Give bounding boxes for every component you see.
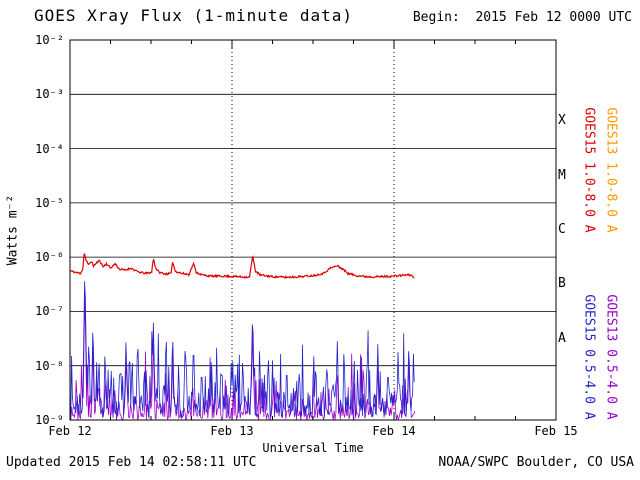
- trace-goes15-0-5-4-0-a: [69, 281, 415, 419]
- begin-timestamp: Begin: 2015 Feb 12 0000 UTC: [412, 10, 632, 25]
- x-axis-title: Universal Time: [262, 441, 364, 455]
- chart-title: GOES Xray Flux (1-minute data): [34, 6, 353, 25]
- y-tick-1e-4: 10⁻⁴: [35, 142, 64, 156]
- flare-class-x-label: X: [558, 113, 566, 128]
- x-tick-feb15: Feb 15: [534, 424, 578, 438]
- legend-goes15-long: GOES15 1.0-8.0 A: [581, 107, 597, 233]
- y-tick-1e-7: 10⁻⁷: [35, 304, 64, 318]
- x-tick-feb14: Feb 14: [372, 424, 416, 438]
- legend-goes13-long: GOES13 1.0-8.0 A: [603, 107, 619, 233]
- credit-text: NOAA/SWPC Boulder, CO USA: [438, 455, 634, 470]
- y-tick-1e-5: 10⁻⁵: [35, 196, 64, 210]
- y-tick-1e-3: 10⁻³: [35, 87, 64, 101]
- plot-border: [69, 39, 557, 421]
- updated-timestamp: Updated 2015 Feb 14 02:58:11 UTC: [6, 455, 257, 470]
- y-tick-1e-9: 10⁻⁹: [35, 413, 64, 427]
- flare-class-a-label: A: [558, 331, 566, 346]
- flare-class-b-label: B: [558, 276, 566, 291]
- trace-goes13-0-5-4-0-a: [69, 294, 416, 421]
- y-tick-1e-8: 10⁻⁸: [35, 359, 64, 373]
- y-tick-1e-2: 10⁻²: [35, 33, 64, 47]
- x-tick-feb13: Feb 13: [210, 424, 254, 438]
- legend-goes15-short: GOES15 0.5-4.0 A: [581, 294, 597, 420]
- x-tick-feb12: Feb 12: [48, 424, 92, 438]
- legend-goes13-short: GOES13 0.5-4.0 A: [603, 294, 619, 420]
- y-tick-1e-6: 10⁻⁶: [35, 250, 64, 264]
- flare-class-c-label: C: [558, 222, 566, 237]
- flare-class-m-label: M: [558, 168, 566, 183]
- trace-goes15-1-0-8-0-a: [69, 253, 415, 280]
